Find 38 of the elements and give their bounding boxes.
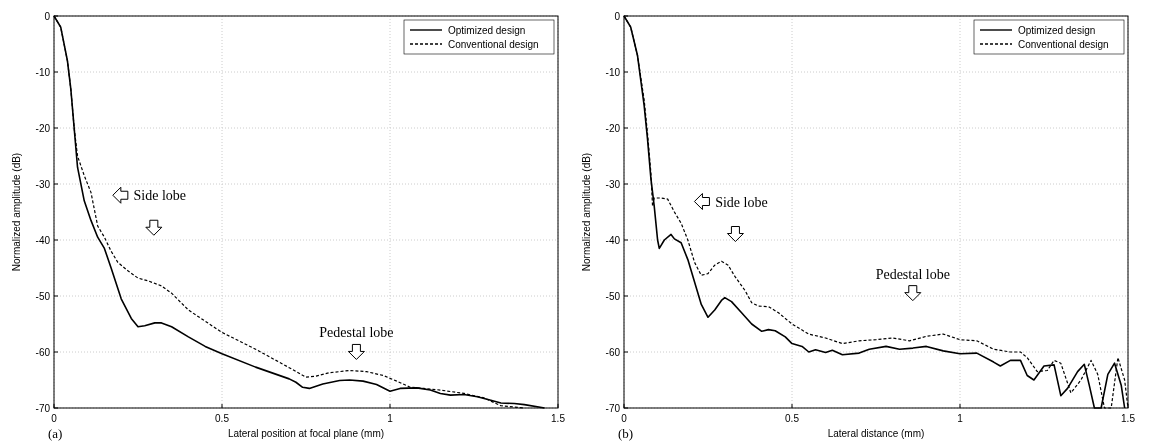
y-tick-label: -60 bbox=[605, 346, 621, 358]
x-tick-label: 0.5 bbox=[215, 413, 230, 424]
annotation: Side lobe bbox=[133, 188, 187, 204]
x-tick-label: 1 bbox=[957, 413, 964, 424]
y-tick-label: -60 bbox=[35, 346, 51, 358]
x-tick-label: 1 bbox=[387, 413, 394, 424]
y-tick-label: -30 bbox=[605, 178, 621, 190]
y-tick-label: -20 bbox=[605, 122, 621, 134]
y-tick-label: -50 bbox=[35, 290, 51, 302]
legend-label: Optimized design bbox=[1018, 24, 1096, 36]
text: (b) bbox=[618, 426, 634, 441]
y-tick-label: -10 bbox=[605, 66, 621, 78]
y-tick-label: -70 bbox=[605, 402, 621, 414]
y-tick-label: -50 bbox=[605, 290, 621, 302]
text: (a) bbox=[48, 426, 63, 441]
x-tick-label: 1.5 bbox=[1121, 413, 1136, 424]
y-tick-label: 0 bbox=[614, 10, 621, 22]
y-tick-label: -20 bbox=[35, 122, 51, 134]
y-axis-title: Normalized amplitude (dB) bbox=[11, 152, 22, 272]
y-tick-label: -40 bbox=[605, 234, 621, 246]
y-tick-label: -10 bbox=[35, 66, 51, 78]
x-tick-label: 0.5 bbox=[785, 413, 800, 424]
y-tick-label: -70 bbox=[35, 402, 51, 414]
legend-label: Conventional design bbox=[1018, 38, 1109, 50]
y-tick-label: -30 bbox=[35, 178, 51, 190]
legend-label: Conventional design bbox=[448, 38, 539, 50]
x-axis-title: Lateral distance (mm) bbox=[827, 428, 925, 439]
annotation: Pedestal lobe bbox=[319, 325, 394, 341]
annotation: Side lobe bbox=[715, 194, 768, 210]
annotation: Pedestal lobe bbox=[875, 266, 950, 282]
y-tick-label: 0 bbox=[44, 10, 51, 22]
x-axis-title: Lateral position at focal plane (mm) bbox=[227, 428, 385, 439]
y-tick-label: -40 bbox=[35, 234, 51, 246]
legend-label: Optimized design bbox=[448, 24, 526, 36]
x-tick-label: 0 bbox=[51, 413, 58, 424]
x-tick-label: 1.5 bbox=[551, 413, 566, 424]
y-axis-title: Normalized amplitude (dB) bbox=[581, 152, 592, 272]
x-tick-label: 0 bbox=[621, 413, 628, 424]
